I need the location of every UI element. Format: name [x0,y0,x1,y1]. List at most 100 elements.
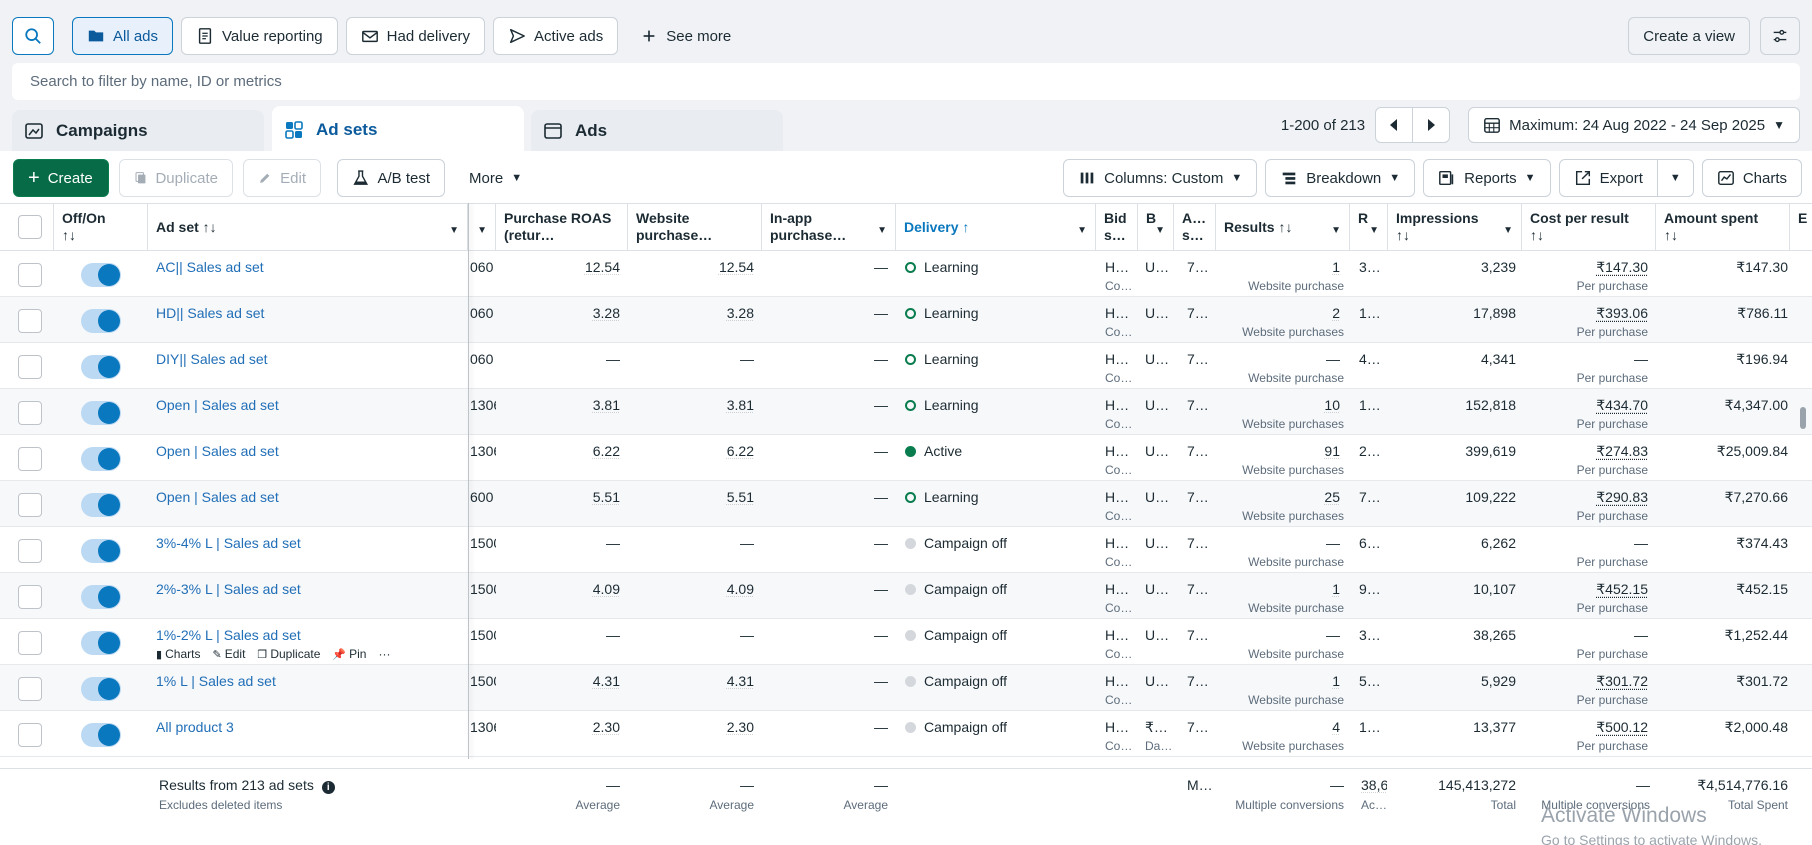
header-budget[interactable]: B ▼ [1138,204,1174,251]
row-checkbox[interactable] [18,447,42,471]
date-range-picker[interactable]: Maximum: 24 Aug 2022 - 24 Sep 2025 ▼ [1468,107,1800,143]
header-purchase-roas[interactable]: Purchase ROAS (retur… [496,204,628,251]
ad-set-name-link[interactable]: 2%-3% L | Sales ad set [156,581,301,597]
tab-ad-sets[interactable]: Ad sets [272,106,524,154]
row-on-off-toggle[interactable] [81,447,121,471]
info-icon[interactable]: i [321,781,335,794]
header-in-app-purchase[interactable]: In-app purchase… ▼ [762,204,896,251]
row-on-off-toggle[interactable] [81,631,121,655]
row-on-off-toggle[interactable] [81,677,121,701]
row-checkbox[interactable] [18,309,42,333]
header-bid-strategy[interactable]: Bid s… [1096,204,1138,251]
row-action-more[interactable]: ··· [378,647,391,661]
create-view-button[interactable]: Create a view [1628,17,1750,55]
view-value-reporting[interactable]: Value reporting [181,17,338,55]
row-on-off-toggle[interactable] [81,723,121,747]
ad-set-name-link[interactable]: 1%-2% L | Sales ad set [156,627,301,643]
reports-button[interactable]: Reports ▼ [1423,159,1551,197]
ab-test-button[interactable]: A/B test [337,159,445,197]
filter-search-input[interactable]: Search to filter by name, ID or metrics [12,63,1800,100]
header-impressions[interactable]: Impressions ↑↓ ▼ [1388,204,1522,251]
row-action-duplicate[interactable]: ❐ Duplicate [257,647,320,661]
header-id[interactable]: ▼ [468,204,496,251]
breakdown-button[interactable]: Breakdown ▼ [1265,159,1416,197]
tab-ads[interactable]: Ads [531,110,783,152]
table-row[interactable]: 3%-4% L | Sales ad set 1500 — — — Campai… [0,527,1812,573]
row-checkbox[interactable] [18,677,42,701]
header-ad-set[interactable]: Ad set ↑↓ ▼ [148,204,468,251]
row-on-off-toggle[interactable] [81,355,121,379]
row-checkbox[interactable] [18,631,42,655]
export-menu-button[interactable]: ▼ [1657,159,1694,197]
next-page-button[interactable] [1412,107,1451,143]
table-row[interactable]: 1%-2% L | Sales ad set 1500 — — — Campai… [0,619,1812,665]
table-row[interactable]: 2%-3% L | Sales ad set 1500 4.09 4.09 — … [0,573,1812,619]
table-row[interactable]: AC|| Sales ad set 060 12.54 12.54 — Lear… [0,251,1812,297]
header-cost-per-result[interactable]: Cost per result ↑↓ [1522,204,1656,251]
more-button[interactable]: More ▼ [455,159,536,197]
columns-button[interactable]: Columns: Custom ▼ [1063,159,1258,197]
row-action-charts[interactable]: ▮ Charts [156,647,200,661]
ad-set-name-link[interactable]: 1% L | Sales ad set [156,673,276,689]
export-button[interactable]: Export [1558,159,1658,197]
table-row[interactable]: HD|| Sales ad set 060 3.28 3.28 — Learni… [0,297,1812,343]
header-website-purchase[interactable]: Website purchase… [628,204,762,251]
status-dot-icon [905,446,916,457]
row-checkbox[interactable] [18,539,42,563]
amount-spent: ₹147.30 [1736,259,1788,275]
view-had-delivery[interactable]: Had delivery [345,17,486,55]
header-reach[interactable]: R ▼ [1350,204,1388,251]
row-checkbox[interactable] [18,723,42,747]
search-button[interactable] [12,17,54,55]
row-on-off-toggle[interactable] [81,401,121,425]
view-see-more[interactable]: See more [626,17,745,55]
ad-set-name-link[interactable]: Open | Sales ad set [156,397,279,413]
row-on-off-toggle[interactable] [81,585,121,609]
prev-page-button[interactable] [1375,107,1414,143]
ad-set-name-link[interactable]: Open | Sales ad set [156,443,279,459]
header-delivery[interactable]: Delivery ↑ ▼ [896,204,1096,251]
view-settings-button[interactable] [1760,17,1800,55]
vertical-scrollbar[interactable] [1800,407,1806,429]
row-checkbox[interactable] [18,263,42,287]
delivery-status: Learning [905,489,979,505]
ad-set-name-link[interactable]: AC|| Sales ad set [156,259,264,275]
table-row[interactable]: 1% L | Sales ad set 1500 4.31 4.31 — Cam… [0,665,1812,711]
header-amount-spent[interactable]: Amount spent ↑↓ [1656,204,1790,251]
row-on-off-toggle[interactable] [81,539,121,563]
row-on-off-toggle[interactable] [81,309,121,333]
table-row[interactable]: DIY|| Sales ad set 060 — — — Learning H…… [0,343,1812,389]
row-action-pin[interactable]: 📌 Pin [332,647,366,661]
view-active-ads[interactable]: Active ads [493,17,619,55]
ad-set-name-link[interactable]: DIY|| Sales ad set [156,351,268,367]
row-checkbox[interactable] [18,493,42,517]
row-checkbox[interactable] [18,585,42,609]
pin-icon: 📌 [332,649,350,661]
edit-button[interactable]: Edit [243,159,321,197]
ad-set-name-link[interactable]: 3%-4% L | Sales ad set [156,535,301,551]
header-attribution[interactable]: A… s… [1174,204,1216,251]
duplicate-button[interactable]: Duplicate [119,159,233,197]
ad-set-name-link[interactable]: All product 3 [156,719,234,735]
row-checkbox[interactable] [18,355,42,379]
breakdown-icon [1282,172,1296,185]
ad-set-name-link[interactable]: Open | Sales ad set [156,489,279,505]
charts-button[interactable]: Charts [1701,159,1802,197]
status-dot-icon [905,492,916,503]
row-on-off-toggle[interactable] [81,493,121,517]
header-off-on[interactable]: Off/On ↑↓ [54,204,148,251]
tab-campaigns[interactable]: Campaigns [12,110,264,152]
table-row[interactable]: Open | Sales ad set 600 5.51 5.51 — Lear… [0,481,1812,527]
create-button[interactable]: + Create [13,159,109,197]
ad-set-name-link[interactable]: HD|| Sales ad set [156,305,265,321]
select-all-checkbox[interactable] [18,215,42,239]
view-all-ads[interactable]: All ads [72,17,174,55]
row-on-off-toggle[interactable] [81,263,121,287]
header-results[interactable]: Results ↑↓ ▼ [1216,204,1350,251]
row-action-edit[interactable]: ✎ Edit [212,647,245,661]
header-extra[interactable]: E [1790,204,1812,251]
row-checkbox[interactable] [18,401,42,425]
